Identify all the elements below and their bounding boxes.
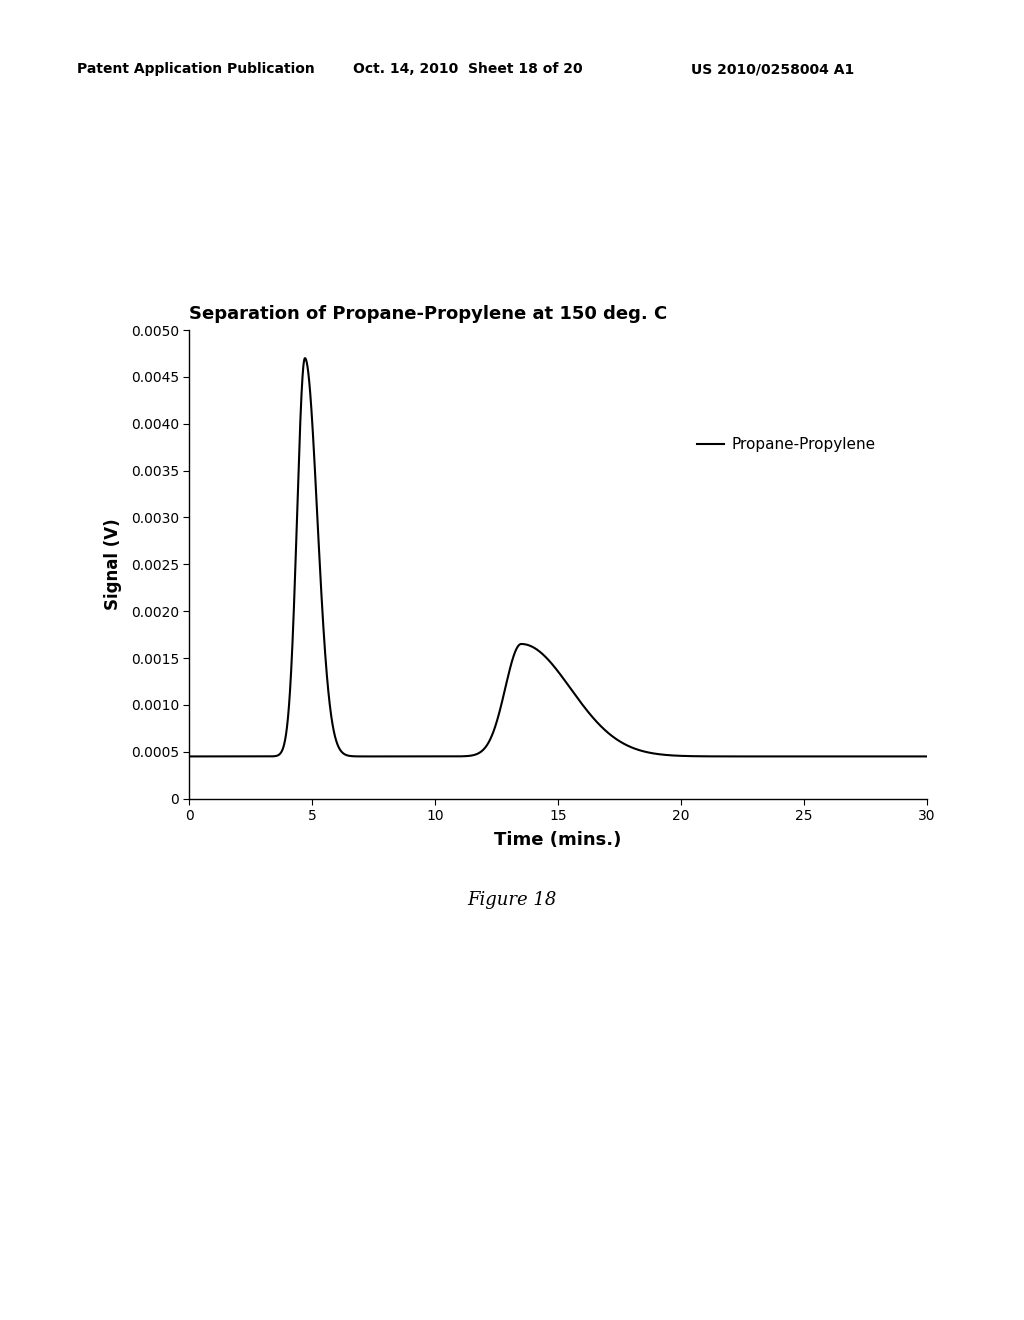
Legend: Propane-Propylene: Propane-Propylene <box>691 432 883 458</box>
X-axis label: Time (mins.): Time (mins.) <box>495 832 622 849</box>
Y-axis label: Signal (V): Signal (V) <box>104 519 123 610</box>
Text: Figure 18: Figure 18 <box>467 891 557 909</box>
Text: Patent Application Publication: Patent Application Publication <box>77 62 314 77</box>
Text: Oct. 14, 2010  Sheet 18 of 20: Oct. 14, 2010 Sheet 18 of 20 <box>353 62 583 77</box>
Text: US 2010/0258004 A1: US 2010/0258004 A1 <box>691 62 854 77</box>
Text: Separation of Propane-Propylene at 150 deg. C: Separation of Propane-Propylene at 150 d… <box>189 305 668 323</box>
